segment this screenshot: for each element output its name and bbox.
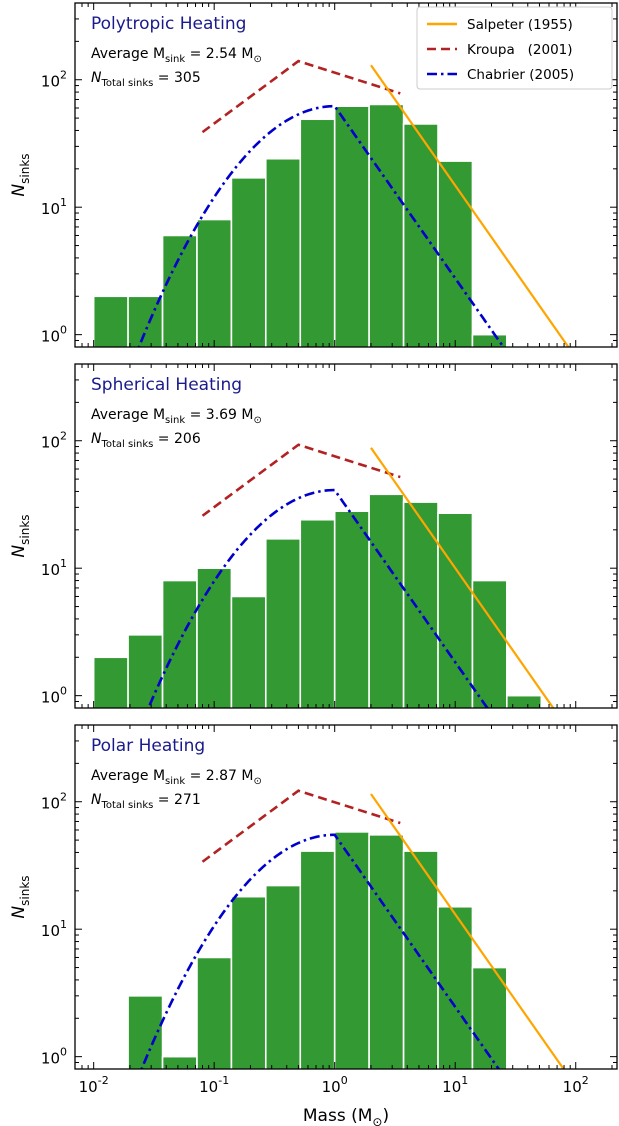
y-tick-label: 102 — [41, 791, 67, 813]
histogram-bar — [230, 895, 267, 1069]
x-tick-label: 100 — [322, 1074, 348, 1096]
salpeter-line — [370, 793, 565, 1069]
histogram-bar — [402, 850, 439, 1069]
kroupa-line — [201, 443, 401, 517]
histogram-bar — [196, 218, 233, 347]
histogram-bar — [92, 656, 129, 708]
histogram-bar — [437, 160, 474, 347]
axes-frame — [74, 724, 618, 1070]
histogram-bar — [506, 694, 543, 708]
histogram-bar — [402, 501, 439, 708]
histogram-bar — [299, 118, 336, 347]
histogram-bar — [161, 234, 198, 347]
histogram-bar — [299, 850, 336, 1069]
y-ticks — [75, 2, 617, 348]
chabrier-line — [140, 833, 501, 1069]
legend-label-1: Salpeter (1955) — [467, 17, 573, 33]
histogram-bar — [264, 157, 302, 347]
histogram-bar — [471, 966, 508, 1069]
x-ticks — [74, 3, 613, 347]
histogram-bars — [92, 493, 543, 708]
histogram-bar — [264, 538, 302, 708]
histogram-bar — [196, 956, 233, 1069]
legend: Salpeter (1955) Kroupa (2001) Chabrier (20… — [416, 6, 613, 90]
chabrier-line — [137, 104, 505, 347]
average-mass-text: Average Msink = 3.69 M⊙ — [91, 407, 262, 426]
y-tick-label: 102 — [41, 430, 67, 452]
plot-area — [92, 443, 555, 708]
histogram-bar — [230, 177, 267, 347]
histogram-bar — [161, 579, 198, 708]
panel-1: 100 101 102 Nsinks Polytropic Heating Average… — [9, 2, 618, 348]
histogram-bar — [368, 493, 405, 708]
histogram-bar — [368, 834, 405, 1069]
total-sinks-text: NTotal sinks = 271 — [91, 792, 201, 811]
panel-title: Spherical Heating — [91, 375, 242, 395]
legend-box — [416, 6, 613, 90]
histogram-bar — [333, 510, 370, 708]
histogram-bar — [264, 884, 302, 1069]
panel-2: 100 101 102 Nsinks Spherical Heating Average … — [9, 363, 618, 709]
histogram-bar — [402, 123, 439, 347]
histogram-bar — [437, 512, 474, 708]
histogram-bar — [299, 518, 336, 708]
panel-title: Polar Heating — [91, 736, 205, 756]
histogram-bars — [92, 103, 508, 347]
average-mass-text: Average Msink = 2.54 M⊙ — [91, 46, 262, 65]
total-sinks-text: NTotal sinks = 206 — [91, 431, 201, 450]
histogram-bar — [127, 295, 164, 347]
y-axis-label: Nsinks — [9, 153, 32, 196]
y-ticks — [75, 363, 617, 709]
histogram-bar — [333, 831, 370, 1069]
average-mass-text: Average Msink = 2.87 M⊙ — [91, 768, 262, 787]
x-tick-label: 10-1 — [199, 1074, 229, 1096]
legend-label-2: Kroupa (2001) — [467, 42, 573, 58]
x-ticks — [74, 364, 613, 708]
x-tick-label: 101 — [442, 1074, 468, 1096]
y-tick-label: 101 — [41, 918, 67, 940]
histogram-bar — [230, 595, 267, 708]
total-sinks-text: NTotal sinks = 305 — [91, 70, 201, 89]
chabrier-line — [147, 488, 489, 708]
salpeter-line — [370, 64, 570, 347]
y-tick-label: 100 — [41, 1046, 67, 1068]
y-axis-label: Nsinks — [9, 875, 32, 918]
histogram-bar — [92, 295, 129, 347]
y-tick-label: 102 — [41, 69, 67, 91]
y-tick-label: 101 — [41, 196, 67, 218]
y-ticks — [75, 724, 617, 1070]
histogram-bars — [127, 831, 508, 1069]
x-tick-label: 10-2 — [79, 1074, 109, 1096]
legend-label-3: Chabrier (2005) — [467, 67, 574, 83]
panel-title: Polytropic Heating — [91, 14, 246, 34]
x-ticks — [74, 725, 613, 1069]
histogram-bar — [368, 103, 405, 347]
panel-3: 100 101 102 Nsinks Polar Heating Average Msin… — [9, 724, 618, 1126]
y-tick-label: 100 — [41, 685, 67, 707]
histogram-bar — [437, 905, 474, 1069]
axes-frame — [74, 363, 618, 709]
kroupa-line — [201, 789, 401, 863]
x-tick-label: 102 — [563, 1074, 589, 1096]
histogram-bar — [127, 634, 164, 708]
histogram-bar — [333, 105, 370, 347]
axes-frame — [74, 2, 618, 348]
kroupa-line — [201, 59, 401, 134]
plot-area — [127, 789, 565, 1069]
salpeter-line — [370, 447, 555, 708]
y-axis-label: Nsinks — [9, 514, 32, 557]
histogram-bar — [196, 567, 233, 708]
plot-area — [92, 59, 570, 347]
y-tick-label: 101 — [41, 557, 67, 579]
y-tick-label: 100 — [41, 324, 67, 346]
x-axis-label: Mass (M⊙) — [303, 1106, 389, 1126]
